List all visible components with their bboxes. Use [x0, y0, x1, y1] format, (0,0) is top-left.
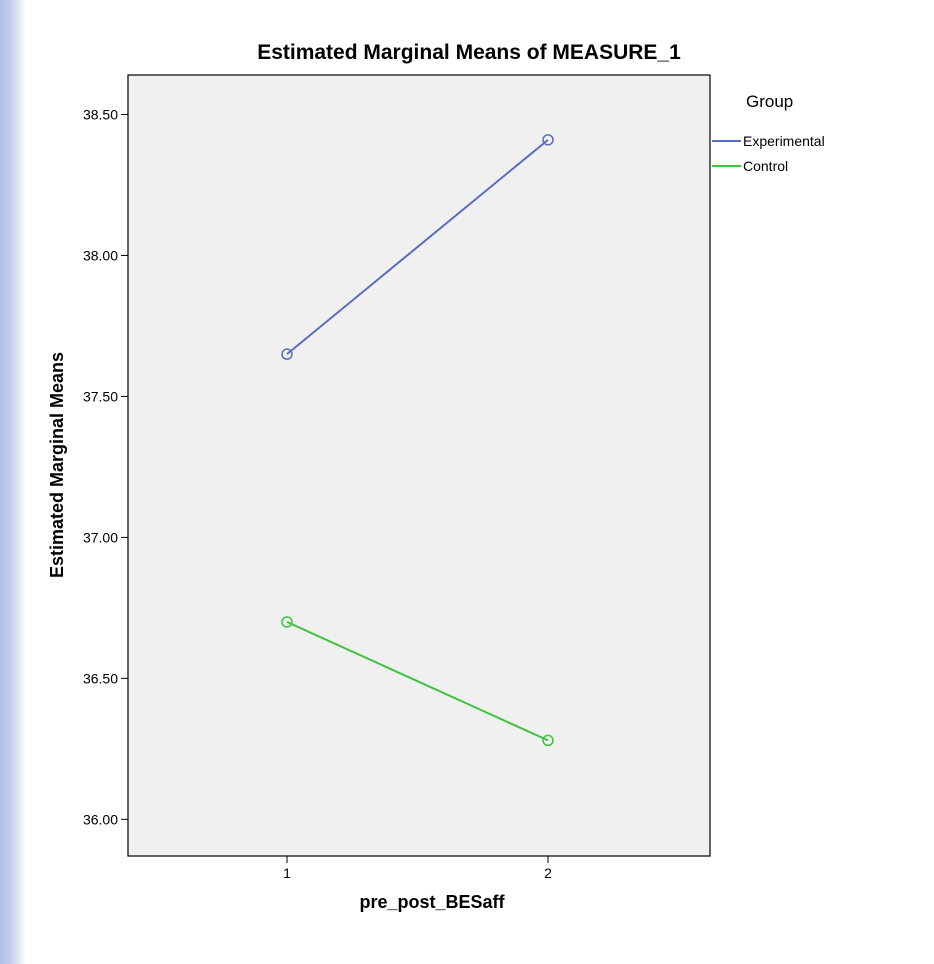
plot-area: [127, 74, 711, 857]
data-point: [281, 348, 293, 360]
legend-title: Group: [746, 92, 793, 111]
legend-label: Experimental: [743, 133, 825, 149]
legend-label: Control: [743, 158, 788, 174]
y-tick-label: 36.00: [83, 811, 118, 827]
series-layer: [281, 134, 554, 747]
chart-title: Estimated Marginal Means of MEASURE_1: [257, 41, 681, 64]
y-tick-label: 38.50: [83, 106, 118, 122]
legend: Group Experimental Control: [712, 92, 825, 174]
series-line-0: [286, 139, 549, 355]
y-axis-label: Estimated Marginal Means: [47, 352, 67, 578]
data-point: [542, 134, 554, 146]
data-point: [542, 734, 554, 747]
x-tick-label: 2: [544, 865, 552, 881]
data-point: [281, 616, 293, 628]
y-tick-label: 37.00: [83, 529, 118, 545]
x-axis-label: pre_post_BESaff: [359, 892, 505, 912]
x-tick-label: 1: [283, 865, 291, 881]
series-line-1: [286, 621, 549, 742]
y-tick-label: 37.50: [83, 388, 118, 404]
y-axis: 36.00 36.50 37.00 37.50 38.00 38.50: [83, 106, 128, 827]
y-tick-label: 36.50: [83, 670, 118, 686]
y-tick-label: 38.00: [83, 247, 118, 263]
